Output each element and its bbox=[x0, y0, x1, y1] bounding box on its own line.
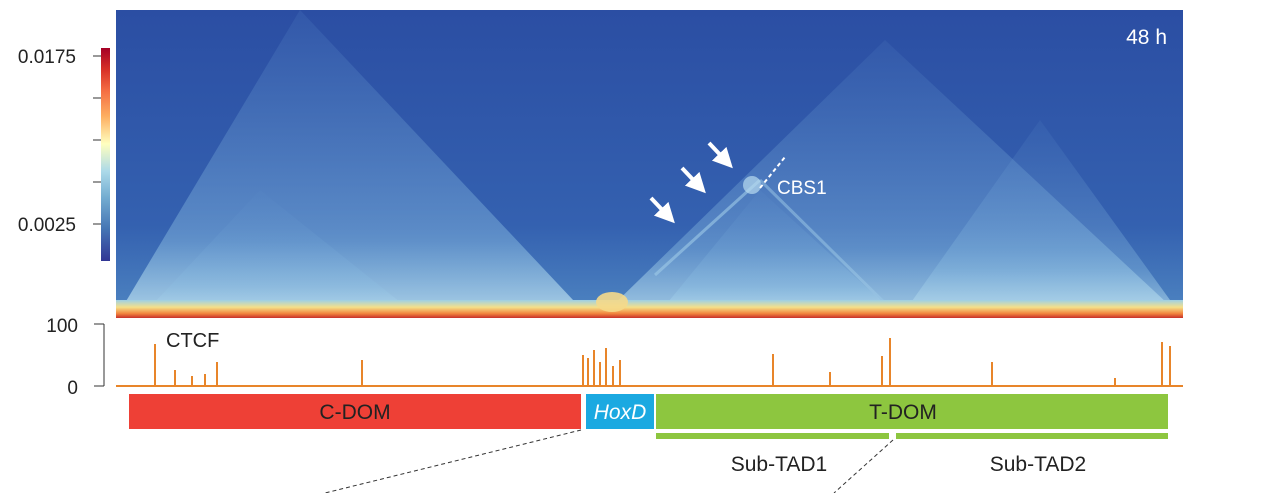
arrow-3 bbox=[649, 196, 675, 224]
ctcf-ytick-min: 0 bbox=[67, 378, 78, 399]
hoxd-hotspot bbox=[596, 292, 628, 312]
ctcf-track: 100 0 CTCF bbox=[46, 316, 1183, 399]
sub-tad2-label: Sub-TAD2 bbox=[990, 453, 1086, 476]
colorbar-scale bbox=[101, 48, 110, 261]
c-dom-bar bbox=[129, 394, 581, 429]
cbs1-dot bbox=[743, 176, 761, 194]
cbs1-label: CBS1 bbox=[777, 178, 827, 199]
hoxd-label: HoxD bbox=[594, 401, 647, 424]
hic-heatmap bbox=[116, 10, 1183, 318]
ctcf-ytick-max: 100 bbox=[46, 316, 78, 337]
domain-bars: C-DOM HoxD T-DOM Sub-TAD1 Sub-TAD2 bbox=[129, 394, 1168, 476]
t-dom-bar bbox=[656, 394, 1168, 429]
arrow-1 bbox=[707, 141, 733, 169]
colorbar: 0.0175 0.0025 bbox=[18, 47, 110, 261]
ctcf-peaks bbox=[154, 338, 1171, 386]
arrow-2 bbox=[680, 166, 706, 194]
zoom-line-left bbox=[324, 429, 582, 493]
diagonal-heat-band bbox=[116, 300, 1183, 318]
colorbar-ticks bbox=[93, 55, 101, 225]
sub-tad1-label: Sub-TAD1 bbox=[731, 453, 827, 476]
c-dom-subtriangle bbox=[140, 190, 420, 318]
t-dom-label: T-DOM bbox=[869, 401, 937, 424]
cbs1-stripe-left bbox=[653, 178, 762, 277]
sub-tad2-triangle bbox=[900, 120, 1183, 318]
ctcf-label: CTCF bbox=[166, 330, 219, 352]
hoxd-bar bbox=[586, 394, 654, 429]
arrows bbox=[649, 141, 733, 224]
sub-tad1-triangle bbox=[655, 190, 900, 318]
colorbar-max-label: 0.0175 bbox=[18, 47, 76, 68]
zoom-line-right bbox=[833, 439, 894, 493]
sub-tad1-bar bbox=[656, 433, 889, 439]
colorbar-min-label: 0.0025 bbox=[18, 215, 76, 236]
cbs1-stripe-right bbox=[758, 178, 902, 318]
c-dom-label: C-DOM bbox=[319, 401, 390, 424]
sub-tad2-bar bbox=[896, 433, 1168, 439]
timepoint-label: 48 h bbox=[1126, 26, 1167, 49]
